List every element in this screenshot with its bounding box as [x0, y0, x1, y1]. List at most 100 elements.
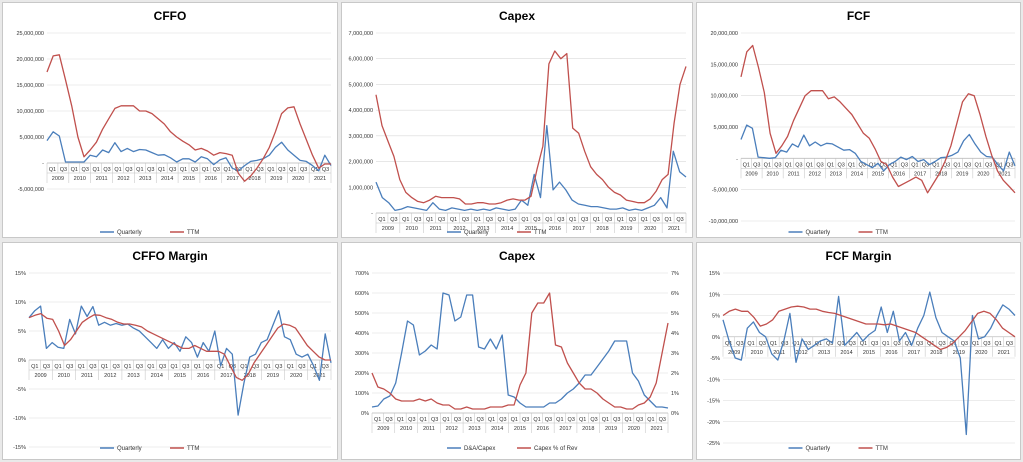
- x-year-label: 2021: [668, 226, 680, 232]
- y-tick-label: 5%: [712, 314, 720, 320]
- x-quarter-label: Q3: [275, 364, 282, 370]
- x-quarter-label: Q1: [747, 341, 754, 347]
- y-tick-label: 0%: [712, 335, 720, 341]
- x-quarter-label: Q1: [180, 167, 187, 173]
- y-tick-label: -10%: [707, 377, 720, 383]
- legend-label: Quarterly: [117, 230, 142, 236]
- x-quarter-label: Q3: [298, 364, 305, 370]
- chart-title: CFFO: [154, 9, 187, 23]
- x-quarter-label: Q1: [869, 162, 876, 168]
- x-quarter-label: Q1: [806, 162, 813, 168]
- x-quarter-label: Q3: [753, 162, 760, 168]
- x-quarter-label: Q1: [827, 162, 834, 168]
- x-quarter-label: Q1: [641, 217, 648, 223]
- x-year-label: 2018: [244, 373, 256, 379]
- x-year-label: 2019: [270, 176, 282, 182]
- x-quarter-label: Q1: [994, 341, 1001, 347]
- x-year-label: 2018: [930, 350, 942, 356]
- y-tick-label: 500%: [355, 311, 369, 317]
- x-quarter-label: Q3: [938, 341, 945, 347]
- x-year-label: 2020: [975, 350, 987, 356]
- x-quarter-label: Q3: [43, 364, 50, 370]
- x-year-label: 2018: [248, 176, 260, 182]
- x-quarter-label: Q3: [893, 341, 900, 347]
- y-tick-label: 0%: [361, 411, 369, 417]
- x-quarter-label: Q3: [454, 417, 461, 423]
- series-line-d-a-capex: [371, 292, 669, 409]
- chart-title: Capex: [499, 9, 535, 23]
- x-year-label: 2018: [582, 426, 594, 432]
- x-quarter-label: Q1: [664, 217, 671, 223]
- x-year-label: 2017: [227, 176, 239, 182]
- x-quarter-label: Q3: [613, 417, 620, 423]
- y-tick-label: 10,000,000: [710, 94, 738, 100]
- x-year-label: 2012: [795, 350, 807, 356]
- y-tick-label: 15%: [15, 271, 26, 277]
- chart-panel-fcf-margin: FCF Margin -25% -20% -15% -10% -5% 0% 5% 10% 15% Q…: [696, 242, 1021, 460]
- y-tick-label: 6,000,000: [349, 57, 373, 63]
- x-quarter-label: Q1: [267, 167, 274, 173]
- x-year-label: 2011: [423, 426, 435, 432]
- x-year-label: 2021: [650, 426, 662, 432]
- x-quarter-label: Q3: [252, 364, 259, 370]
- legend-label: TTM: [876, 230, 888, 236]
- x-quarter-label: Q1: [158, 167, 165, 173]
- x-quarter-label: Q1: [378, 217, 385, 223]
- x-quarter-label: Q1: [521, 217, 528, 223]
- x-quarter-label: Q3: [278, 167, 285, 173]
- y-tick-label: 10,000,000: [16, 109, 44, 115]
- legend-label: TTM: [876, 446, 888, 452]
- x-quarter-label: Q3: [659, 417, 666, 423]
- x-quarter-label: Q3: [1006, 341, 1013, 347]
- y2-tick-label: 6%: [671, 291, 679, 297]
- x-quarter-label: Q1: [287, 364, 294, 370]
- x-quarter-label: Q1: [374, 417, 381, 423]
- x-quarter-label: Q1: [54, 364, 61, 370]
- x-quarter-label: Q3: [159, 364, 166, 370]
- x-year-label: 2014: [501, 226, 513, 232]
- x-year-label: 2017: [908, 350, 920, 356]
- chart-panel-capex-ratio: Capex 0% 100% 200% 300% 400% 500% 600% 700% 0% 1% 2…: [341, 242, 693, 460]
- x-quarter-label: Q1: [147, 364, 154, 370]
- x-year-label: 2020: [292, 176, 304, 182]
- y-tick-label: 4,000,000: [349, 108, 373, 114]
- x-quarter-label: Q3: [82, 167, 89, 173]
- x-quarter-label: Q3: [880, 162, 887, 168]
- x-quarter-label: Q3: [636, 417, 643, 423]
- chart-title: FCF Margin: [826, 249, 892, 263]
- series-line-capex-of-rev: [371, 292, 669, 410]
- x-quarter-label: Q3: [605, 217, 612, 223]
- x-quarter-label: Q1: [624, 417, 631, 423]
- x-year-label: 2009: [377, 426, 389, 432]
- x-year-label: 2012: [117, 176, 129, 182]
- y-tick-label: 1,000,000: [349, 185, 373, 191]
- x-quarter-label: Q1: [905, 341, 912, 347]
- y-tick-label: -5,000,000: [712, 188, 738, 194]
- x-quarter-label: Q1: [950, 341, 957, 347]
- y2-tick-label: 1%: [671, 391, 679, 397]
- series-line-ttm: [722, 305, 1016, 351]
- x-quarter-label: Q3: [533, 217, 540, 223]
- x-year-label: 2013: [139, 176, 151, 182]
- y-tick-label: 200%: [355, 371, 369, 377]
- x-quarter-label: Q3: [557, 217, 564, 223]
- x-year-label: 2014: [161, 176, 173, 182]
- legend-label: Quarterly: [464, 230, 489, 236]
- chart-svg-cffo-margin: CFFO Margin -15% -10% -5% 0% 5% 10% 15% Q1 Q3 Q1 Q3…: [13, 249, 332, 452]
- chart-panel-cffo: CFFO -5,000,000-5,000,000 10,000,000 15,000…: [2, 2, 338, 238]
- x-year-label: 2011: [430, 226, 442, 232]
- x-quarter-label: Q3: [205, 364, 212, 370]
- x-year-label: 2016: [205, 176, 217, 182]
- x-year-label: 2016: [885, 350, 897, 356]
- x-quarter-label: Q3: [676, 217, 683, 223]
- x-year-label: 2013: [477, 226, 489, 232]
- x-quarter-label: Q3: [509, 217, 516, 223]
- x-quarter-label: Q3: [476, 417, 483, 423]
- x-year-label: 2013: [127, 373, 139, 379]
- series-line-ttm: [46, 54, 331, 182]
- x-year-label: 2012: [104, 373, 116, 379]
- x-year-label: 2013: [468, 426, 480, 432]
- x-quarter-label: Q1: [465, 417, 472, 423]
- y-tick-label: -: [736, 156, 738, 162]
- x-quarter-label: Q1: [927, 341, 934, 347]
